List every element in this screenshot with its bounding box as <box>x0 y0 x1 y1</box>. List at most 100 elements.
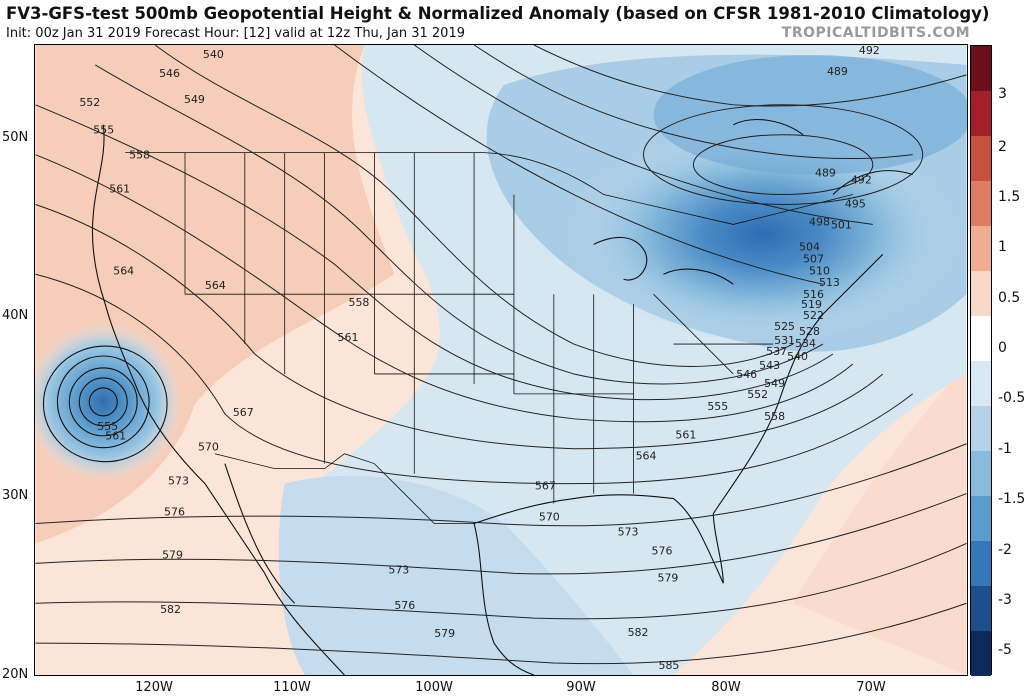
negative-anomaly-peak-ne <box>653 54 967 175</box>
contour-label: 555 <box>93 124 114 137</box>
colorbar-swatch <box>971 586 991 631</box>
colorbar-label: -0.5 <box>998 390 1024 406</box>
colorbar-swatch <box>971 451 991 496</box>
contour-line <box>35 273 913 485</box>
lon-label-80w: 80W <box>711 680 741 695</box>
contour-label: 576 <box>394 599 415 612</box>
contour-label: 573 <box>388 563 409 576</box>
map-subtitle: Init: 00z Jan 31 2019 Forecast Hour: [12… <box>6 26 465 41</box>
contour-label: 576 <box>652 544 673 557</box>
height-contours <box>35 45 967 665</box>
contour-label: 525 <box>774 320 795 333</box>
lat-label-30n: 30N <box>2 488 29 503</box>
contour-label: 534 <box>795 337 816 350</box>
contour-label: 555 <box>707 400 728 413</box>
contour-label: 501 <box>831 218 852 231</box>
colorbar-label: 3 <box>998 86 1007 102</box>
contour-line <box>35 602 967 665</box>
contour-label: 492 <box>859 44 880 57</box>
contour-line <box>78 377 128 427</box>
contour-line <box>35 542 967 620</box>
contour-label: 555 <box>97 420 118 433</box>
contour-label: 567 <box>535 480 556 493</box>
contour-label: 537 <box>766 345 787 358</box>
contour-label: 549 <box>184 93 205 106</box>
contour-line <box>35 204 884 450</box>
lon-label-70w: 70W <box>856 680 886 695</box>
contour-line <box>42 345 168 463</box>
contour-label: 507 <box>803 252 824 265</box>
contour-line <box>95 64 824 385</box>
contour-label: 564 <box>636 450 657 463</box>
us-mexico-border <box>214 453 475 524</box>
great-lakes <box>593 236 734 285</box>
contour-label: 522 <box>803 309 824 322</box>
contour-label: 582 <box>628 626 649 639</box>
colorbar-label: -1.5 <box>998 491 1024 507</box>
baja-coastline <box>224 463 296 604</box>
contour-label: 570 <box>198 441 219 454</box>
contour-label: 489 <box>827 65 848 78</box>
lon-label-90w: 90W <box>566 680 596 695</box>
contour-label: 582 <box>160 603 181 616</box>
contour-label: 519 <box>801 298 822 311</box>
contour-label: 573 <box>168 475 189 488</box>
colorbar-swatch <box>971 631 991 676</box>
colorbar-label: -5 <box>998 642 1012 658</box>
contour-line <box>473 45 913 160</box>
contour-label: 495 <box>845 197 866 210</box>
contour-label: 579 <box>434 627 455 640</box>
contour-label: 549 <box>764 377 785 390</box>
contour-label: 579 <box>162 548 183 561</box>
contour-label: 579 <box>658 571 679 584</box>
contour-label: 552 <box>79 96 100 109</box>
cutoff-low-contours <box>42 345 168 463</box>
lon-label-120w: 120W <box>135 680 173 695</box>
contour-label: 561 <box>338 331 359 344</box>
cutoff-low-anomaly <box>35 322 183 482</box>
contour-label: 540 <box>787 350 808 363</box>
map-title: FV3-GFS-test 500mb Geopotential Height &… <box>6 4 990 23</box>
contour-label: 510 <box>809 264 830 277</box>
lon-label-110w: 110W <box>273 680 311 695</box>
colorbar-swatch <box>971 91 991 136</box>
contour-line <box>35 493 967 575</box>
contour-line <box>68 367 138 437</box>
contour-label: 498 <box>809 215 830 228</box>
contour-line <box>334 45 824 285</box>
borders <box>125 152 853 524</box>
lat-label-20n: 20N <box>2 667 29 682</box>
contour-label: 558 <box>348 296 369 309</box>
lat-label-50n: 50N <box>2 130 29 145</box>
negative-anomaly-peak-east <box>563 124 963 345</box>
colorbar-label: -2 <box>998 542 1012 558</box>
contour-label: 561 <box>675 429 696 442</box>
west-coastline <box>91 124 345 675</box>
us-canada-border <box>125 152 853 225</box>
contour-labels: 540 546 549 552 555 558 561 564 564 558 … <box>79 44 880 672</box>
map-canvas: 540 546 549 552 555 558 561 564 564 558 … <box>34 44 968 676</box>
colorbar-swatch <box>971 361 991 406</box>
negative-anomaly-mexico <box>278 475 634 675</box>
colorbar-swatch <box>971 181 991 226</box>
contour-label: 492 <box>851 174 872 187</box>
contour-label: 576 <box>164 506 185 519</box>
colorbar <box>970 45 992 676</box>
contour-line <box>35 154 854 423</box>
contour-label: 504 <box>799 240 820 253</box>
gulf-coastline <box>473 253 884 675</box>
lon-label-100w: 100W <box>415 680 453 695</box>
colorbar-swatch <box>971 496 991 541</box>
contour-line <box>35 443 967 527</box>
colorbar-label: 0.5 <box>998 290 1021 306</box>
contour-label: 567 <box>233 406 254 419</box>
colorbar-label: 2 <box>998 139 1007 155</box>
lat-label-40n: 40N <box>2 308 29 323</box>
contour-label: 573 <box>618 525 639 538</box>
contour-label: 552 <box>747 388 768 401</box>
contour-line <box>56 355 150 449</box>
contour-label: 489 <box>815 167 836 180</box>
colorbar-label: 0 <box>998 340 1007 356</box>
positive-anomaly-region-east <box>793 363 967 675</box>
contour-label: 558 <box>764 410 785 423</box>
